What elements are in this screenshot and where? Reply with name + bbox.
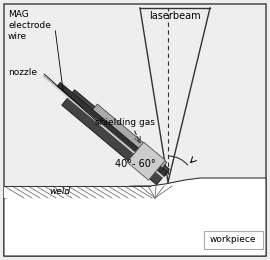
Polygon shape: [127, 142, 165, 180]
Text: shielding gas: shielding gas: [95, 118, 155, 127]
Polygon shape: [4, 186, 150, 198]
Polygon shape: [57, 82, 168, 176]
Text: 40°- 60°: 40°- 60°: [115, 159, 156, 169]
Text: workpiece: workpiece: [210, 236, 256, 244]
Polygon shape: [62, 90, 170, 185]
Text: weld: weld: [49, 187, 70, 197]
Text: laserbeam: laserbeam: [149, 11, 201, 21]
FancyBboxPatch shape: [204, 231, 263, 249]
Bar: [4, 198, 266, 256]
Polygon shape: [4, 178, 266, 256]
Text: nozzle: nozzle: [8, 68, 37, 76]
Text: MAG
electrode
wire: MAG electrode wire: [8, 10, 51, 41]
Polygon shape: [90, 104, 167, 172]
